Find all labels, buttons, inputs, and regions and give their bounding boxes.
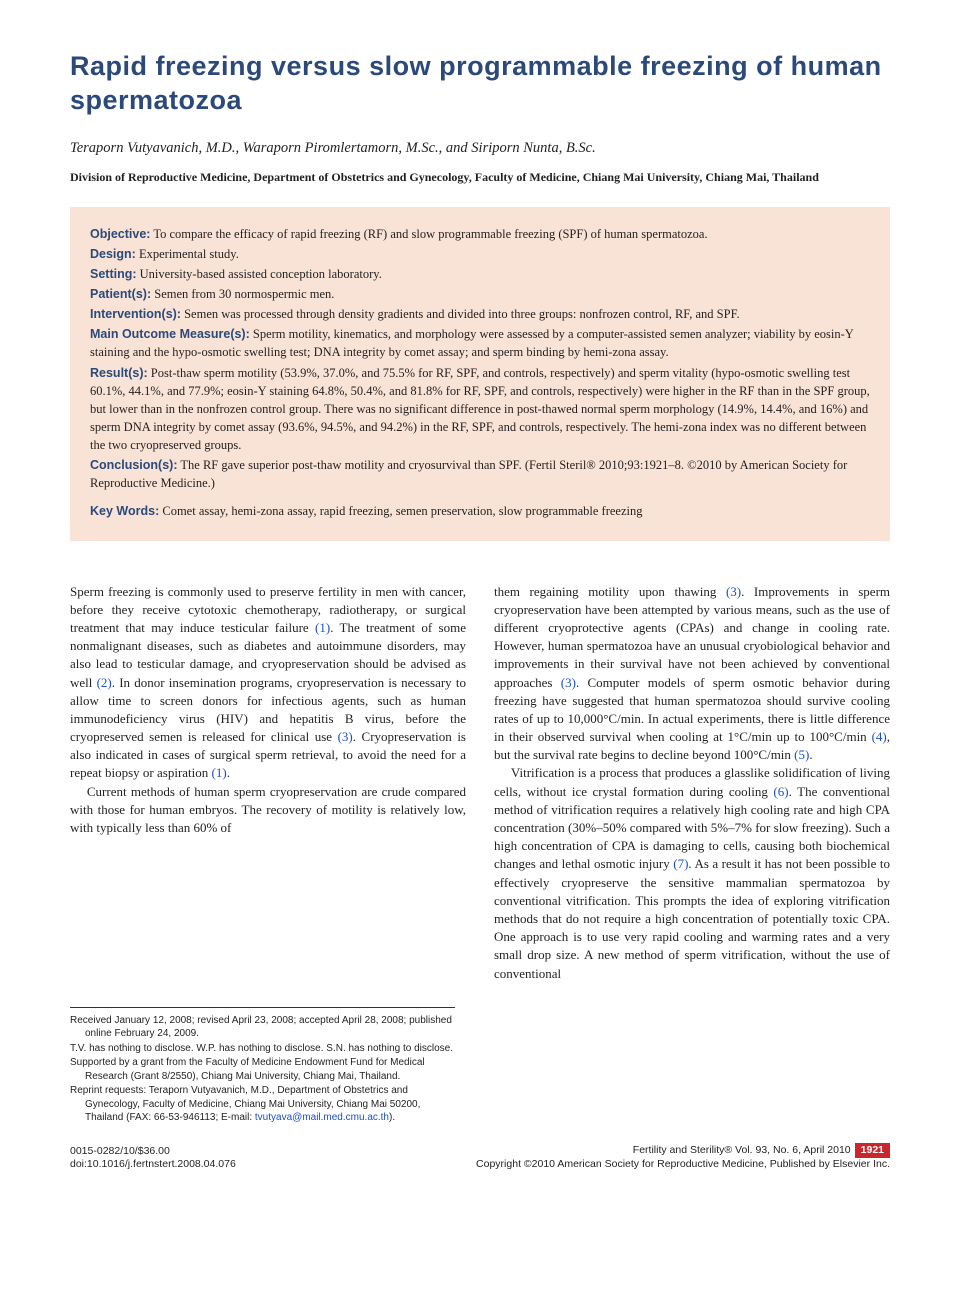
footer-right: Fertility and Sterility® Vol. 93, No. 6,… (476, 1143, 890, 1172)
abstract-setting: Setting: University-based assisted conce… (90, 265, 870, 283)
footer-left: 0015-0282/10/$36.00 doi:10.1016/j.fertns… (70, 1145, 236, 1172)
journal-text: Fertility and Sterility® Vol. 93, No. 6,… (633, 1144, 851, 1156)
copyright: Copyright ©2010 American Society for Rep… (476, 1158, 890, 1172)
results-text: Post-thaw sperm motility (53.9%, 37.0%, … (90, 366, 870, 453)
abstract-conclusions: Conclusion(s): The RF gave superior post… (90, 456, 870, 492)
setting-text: University-based assisted conception lab… (140, 267, 382, 281)
interventions-text: Semen was processed through density grad… (184, 307, 740, 321)
email-link[interactable]: tvutyava@mail.med.cmu.ac.th (255, 1112, 389, 1123)
body-text: them regaining motility upon thawing (494, 584, 726, 599)
keywords-label: Key Words: (90, 504, 159, 518)
conclusions-text: The RF gave superior post-thaw motility … (90, 458, 847, 490)
footnote-reprint: Reprint requests: Teraporn Vutyavanich, … (70, 1084, 455, 1125)
affiliation: Division of Reproductive Medicine, Depar… (70, 169, 890, 185)
body-columns: Sperm freezing is commonly used to prese… (70, 583, 890, 983)
doi: doi:10.1016/j.fertnstert.2008.04.076 (70, 1158, 236, 1172)
interventions-label: Intervention(s): (90, 307, 181, 321)
results-label: Result(s): (90, 366, 148, 380)
body-para-3: them regaining motility upon thawing (3)… (494, 583, 890, 765)
conclusions-label: Conclusion(s): (90, 458, 178, 472)
authors-line: Teraporn Vutyavanich, M.D., Waraporn Pir… (70, 138, 890, 159)
reprint-text: ). (389, 1112, 395, 1123)
column-left: Sperm freezing is commonly used to prese… (70, 583, 466, 983)
abstract-outcome: Main Outcome Measure(s): Sperm motility,… (90, 325, 870, 361)
ref-link-1b[interactable]: (1) (212, 765, 227, 780)
outcome-label: Main Outcome Measure(s): (90, 327, 250, 341)
footnote-supported: Supported by a grant from the Faculty of… (70, 1056, 455, 1083)
page-number-badge: 1921 (855, 1143, 890, 1159)
page-footer: 0015-0282/10/$36.00 doi:10.1016/j.fertns… (70, 1143, 890, 1172)
patients-label: Patient(s): (90, 287, 151, 301)
abstract-objective: Objective: To compare the efficacy of ra… (90, 225, 870, 243)
body-text: . As a result it has not been possible t… (494, 856, 890, 980)
body-para-1: Sperm freezing is commonly used to prese… (70, 583, 466, 783)
footnote-received: Received January 12, 2008; revised April… (70, 1014, 455, 1041)
design-text: Experimental study. (139, 247, 239, 261)
body-text: . (809, 747, 812, 762)
issn: 0015-0282/10/$36.00 (70, 1145, 236, 1159)
abstract-box: Objective: To compare the efficacy of ra… (70, 207, 890, 541)
footnote-disclosure: T.V. has nothing to disclose. W.P. has n… (70, 1042, 455, 1056)
setting-label: Setting: (90, 267, 137, 281)
design-label: Design: (90, 247, 136, 261)
ref-link-1[interactable]: (1) (315, 620, 330, 635)
footnotes: Received January 12, 2008; revised April… (70, 1007, 455, 1125)
objective-label: Objective: (90, 227, 150, 241)
ref-link-7[interactable]: (7) (673, 856, 688, 871)
abstract-results: Result(s): Post-thaw sperm motility (53.… (90, 364, 870, 455)
ref-link-3c[interactable]: (3) (561, 675, 576, 690)
abstract-design: Design: Experimental study. (90, 245, 870, 263)
column-right: them regaining motility upon thawing (3)… (494, 583, 890, 983)
keywords-text: Comet assay, hemi-zona assay, rapid free… (162, 504, 642, 518)
body-para-4: Vitrification is a process that produces… (494, 764, 890, 982)
patients-text: Semen from 30 normospermic men. (154, 287, 334, 301)
abstract-patients: Patient(s): Semen from 30 normospermic m… (90, 285, 870, 303)
body-text: . (227, 765, 230, 780)
ref-link-3[interactable]: (3) (338, 729, 353, 744)
ref-link-6[interactable]: (6) (773, 784, 788, 799)
body-para-2: Current methods of human sperm cryoprese… (70, 783, 466, 838)
abstract-keywords: Key Words: Comet assay, hemi-zona assay,… (90, 502, 870, 520)
ref-link-5[interactable]: (5) (794, 747, 809, 762)
journal-info: Fertility and Sterility® Vol. 93, No. 6,… (476, 1143, 890, 1159)
article-title: Rapid freezing versus slow programmable … (70, 50, 890, 118)
ref-link-4[interactable]: (4) (872, 729, 887, 744)
abstract-interventions: Intervention(s): Semen was processed thr… (90, 305, 870, 323)
ref-link-3b[interactable]: (3) (726, 584, 741, 599)
objective-text: To compare the efficacy of rapid freezin… (153, 227, 707, 241)
ref-link-2[interactable]: (2) (97, 675, 112, 690)
